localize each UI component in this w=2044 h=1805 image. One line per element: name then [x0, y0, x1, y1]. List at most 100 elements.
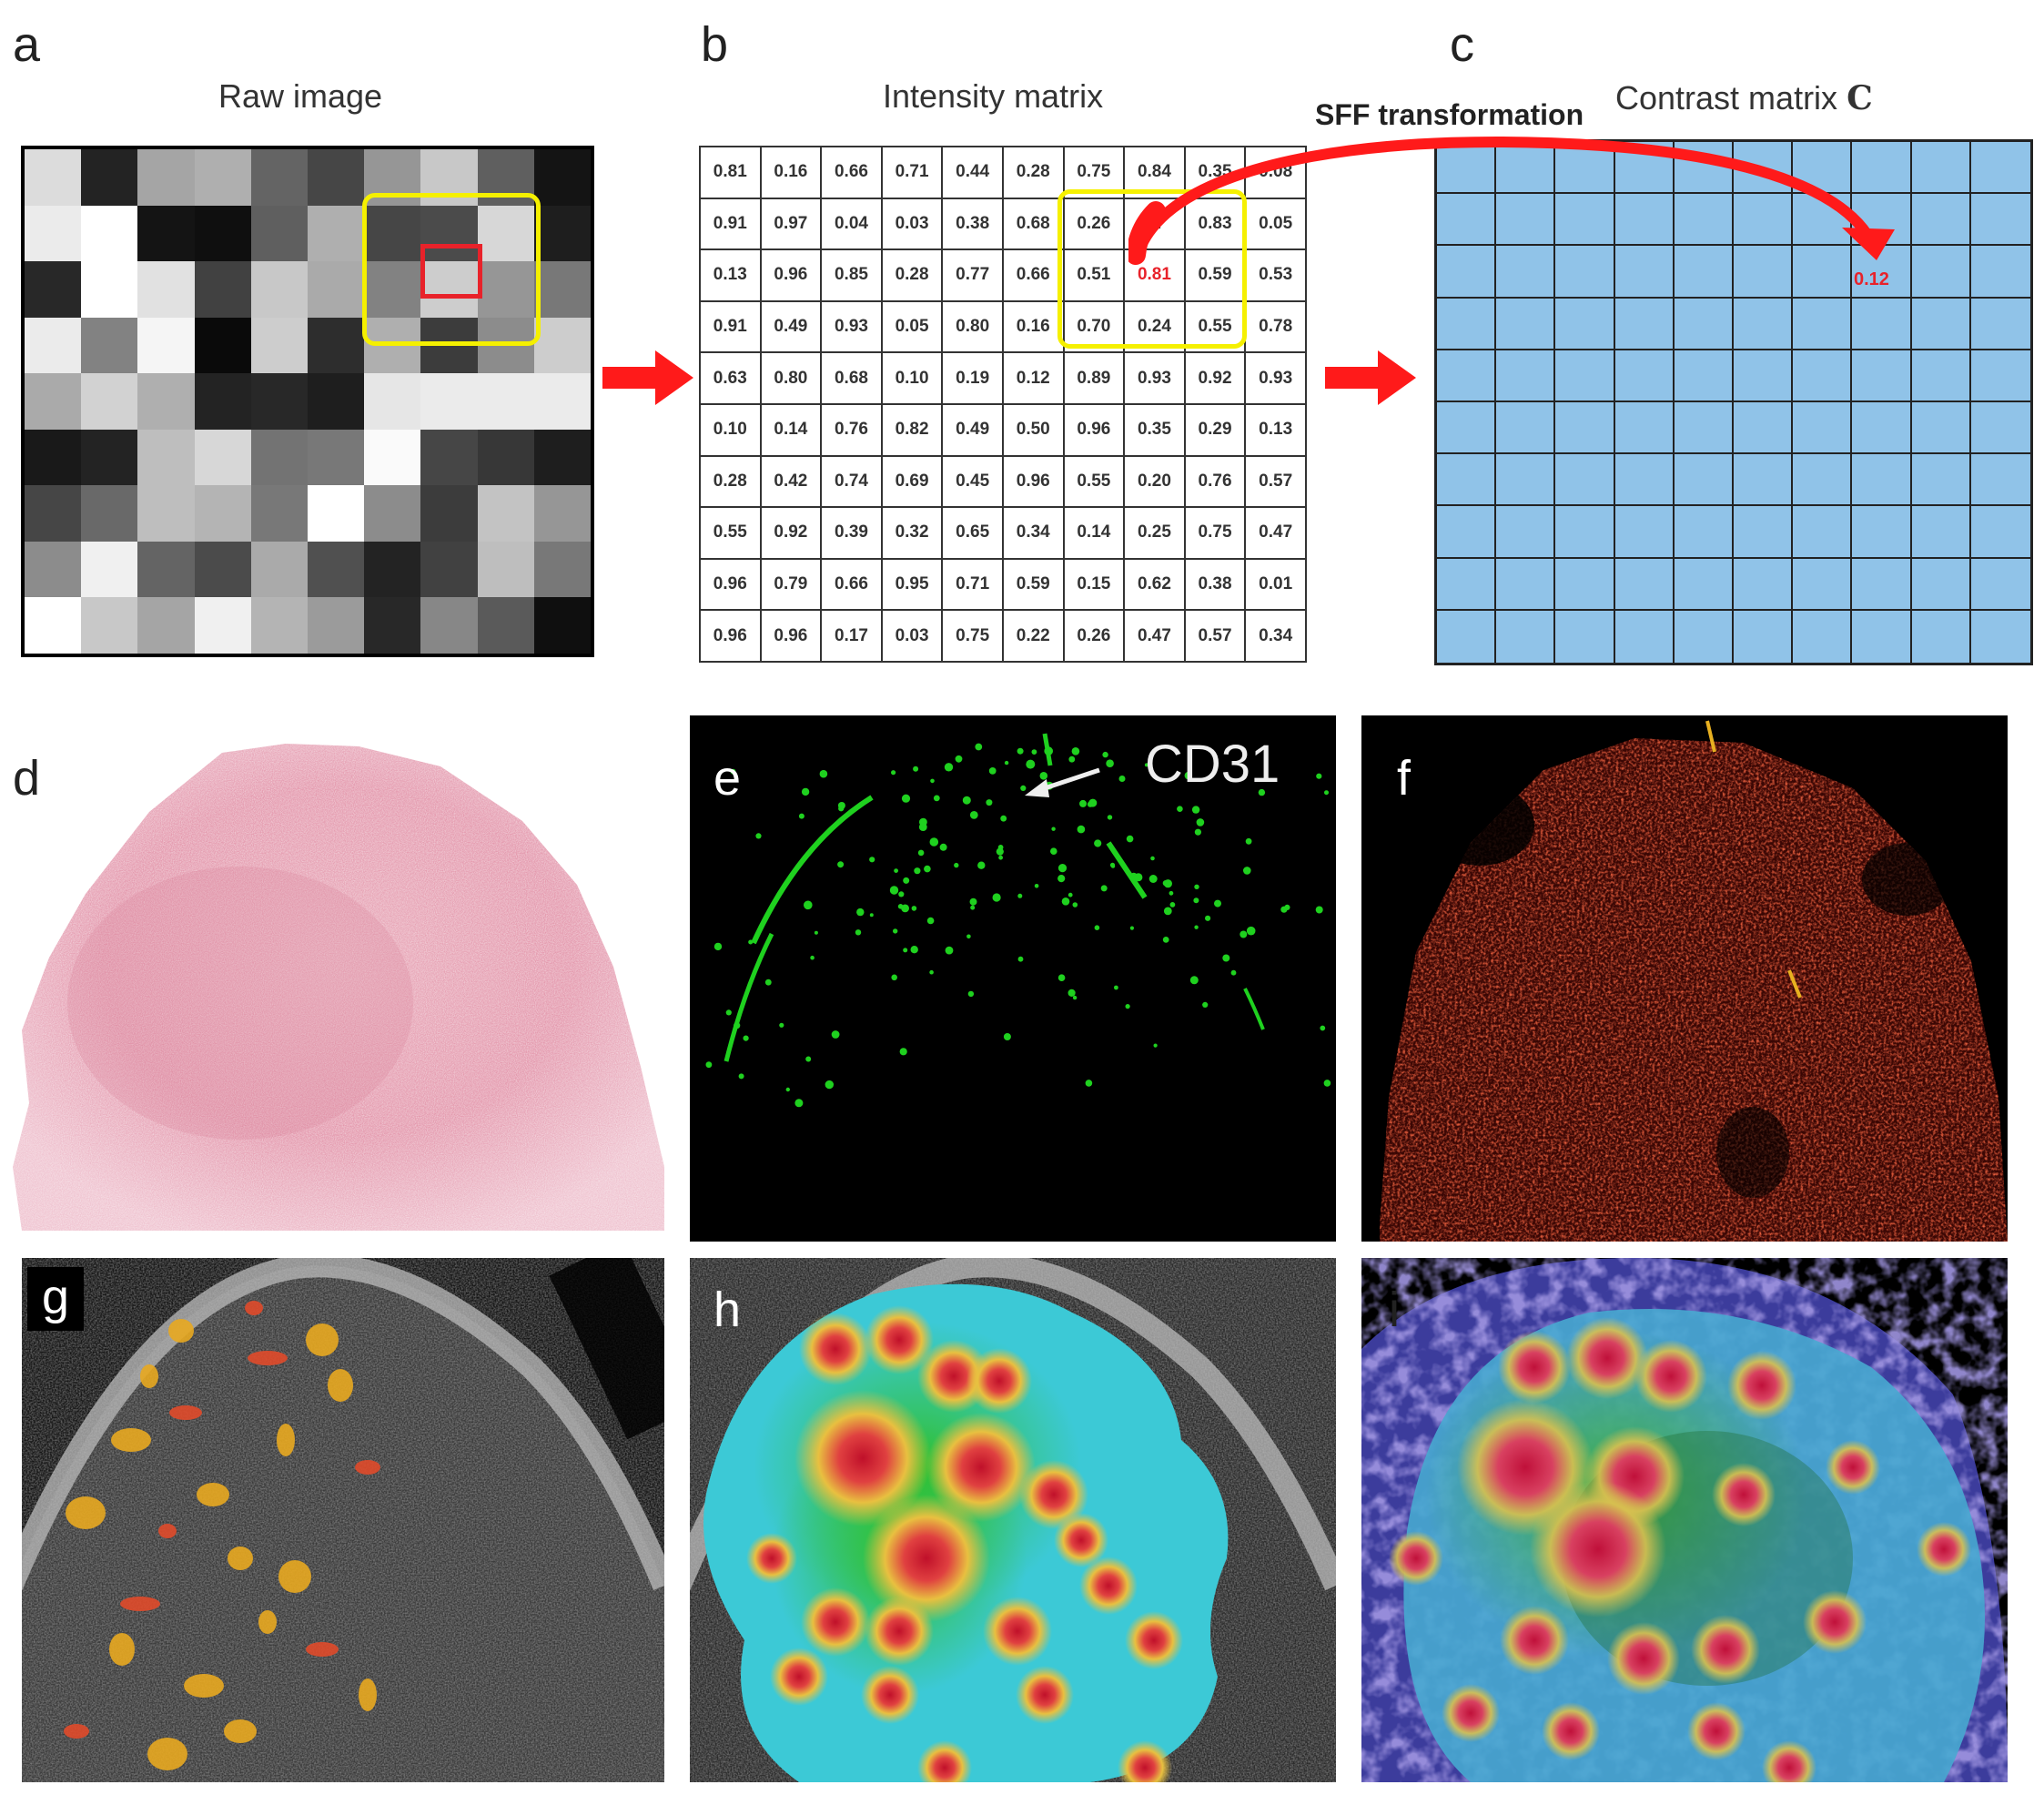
perfusion-spot — [184, 1674, 224, 1698]
cd31-dot — [1202, 1001, 1209, 1008]
raw-pixel — [194, 429, 251, 486]
raw-pixel — [477, 429, 534, 486]
heat-spot — [917, 1740, 972, 1782]
raw-pixel — [81, 317, 138, 374]
heat-spot — [1389, 1531, 1443, 1586]
cd31-dot — [996, 847, 1004, 856]
intensity-cell: 0.13 — [1244, 402, 1307, 457]
raw-pixel — [25, 205, 82, 262]
cd31-dot — [1163, 907, 1172, 916]
intensity-cell: 0.49 — [941, 402, 1004, 457]
intensity-cell: 0.96 — [699, 609, 762, 663]
perfusion-spot — [228, 1546, 253, 1570]
contrast-cell — [1437, 454, 1497, 507]
contrast-cell — [1793, 246, 1853, 299]
cd31-dot — [1087, 801, 1094, 807]
contrast-cell — [1734, 610, 1794, 663]
perfusion-spot — [168, 1319, 194, 1343]
cd31-dot — [734, 1022, 741, 1029]
heat-spot — [1118, 1740, 1172, 1782]
cd31-dot — [894, 868, 898, 873]
intensity-row: 0.81 0.16 0.66 0.71 0.44 0.28 0.75 0.84 0.35 0.08 — [699, 146, 1307, 199]
perfusion-spot — [258, 1610, 277, 1634]
contrast-cell — [1496, 558, 1556, 611]
raw-pixel — [477, 485, 534, 542]
cd31-dot — [926, 917, 935, 925]
raw-pixel — [250, 541, 308, 598]
cd31-dot — [1079, 799, 1087, 807]
intensity-cell: 0.63 — [699, 351, 762, 405]
intensity-cell: 0.74 — [820, 454, 883, 509]
contrast-cell — [1555, 298, 1615, 350]
raw-pixel — [420, 205, 478, 262]
cd31-dot — [810, 955, 815, 960]
cd31-dot — [969, 811, 978, 819]
perfusion-spot — [158, 1524, 177, 1538]
intensity-cell: 0.92 — [759, 506, 823, 560]
cd31-dot — [1057, 875, 1066, 883]
cd31-dot — [901, 794, 911, 803]
contrast-cell — [1911, 194, 1971, 247]
intensity-cell: 0.04 — [820, 197, 883, 251]
intensity-cell: 0.47 — [1244, 506, 1307, 560]
contrast-cell — [1555, 142, 1615, 195]
contrast-cell — [1852, 142, 1912, 195]
intensity-cell: 0.03 — [880, 609, 944, 663]
cd31-dot — [705, 1061, 713, 1069]
intensity-cell: 0.66 — [820, 146, 883, 199]
contrast-cell — [1674, 506, 1734, 559]
cd31-dot — [1214, 899, 1221, 908]
intensity-cell: 0.34 — [1244, 609, 1307, 663]
intensity-cell: 0.38 — [1183, 557, 1247, 612]
raw-pixel — [250, 597, 308, 654]
contrast-cell — [1555, 558, 1615, 611]
heatmap-overlay-h — [690, 1258, 1336, 1782]
cd31-dot — [1144, 763, 1148, 767]
intensity-cell: 0.17 — [820, 609, 883, 663]
contrast-matrix-title: Contrast matrix C — [1615, 82, 1873, 116]
intensity-cell: 0.14 — [1062, 506, 1126, 560]
heat-spot — [1634, 1340, 1707, 1413]
raw-image-grid — [21, 146, 594, 657]
heat-spot — [1019, 1460, 1088, 1529]
contrast-cell — [1437, 402, 1497, 455]
raw-pixel — [250, 317, 308, 374]
contrast-cell — [1437, 506, 1497, 559]
intensity-cell: 0.62 — [1123, 557, 1186, 612]
heat-spot — [1691, 1615, 1760, 1684]
intensity-matrix-table: 0.81 0.16 0.66 0.71 0.44 0.28 0.75 0.84 0.35 0.08… — [699, 146, 1307, 663]
contrast-cell — [1674, 402, 1734, 455]
intensity-cell: 0.96 — [759, 248, 823, 302]
cd31-dot — [1194, 828, 1201, 836]
raw-pixel — [420, 541, 478, 598]
cd31-dot — [933, 795, 940, 802]
cd31-dot — [1316, 773, 1322, 779]
raw-pixel — [25, 429, 82, 486]
heat-spot — [1826, 1440, 1880, 1495]
raw-pixel — [137, 317, 195, 374]
contrast-cell — [1911, 246, 1971, 299]
cd31-dot — [1169, 890, 1174, 896]
raw-window-box — [362, 193, 541, 346]
intensity-cell: 0.28 — [880, 248, 944, 302]
contrast-cell — [1911, 350, 1971, 402]
ultrasound-overlay-g — [22, 1258, 664, 1782]
intensity-cell: 0.96 — [1062, 402, 1126, 457]
cd31-dot — [903, 948, 908, 953]
raw-pixel — [194, 597, 251, 654]
raw-image-title: Raw image — [218, 77, 383, 115]
cd31-dot — [1107, 815, 1113, 820]
contrast-cell — [1733, 194, 1794, 247]
cd31-dot — [837, 861, 845, 868]
intensity-cell: 0.01 — [1244, 557, 1307, 612]
cd31-dot — [1057, 864, 1068, 873]
raw-pixel — [420, 597, 478, 654]
cd31-dot — [785, 1087, 790, 1092]
cd31-dot — [725, 1009, 732, 1016]
intensity-cell: 0.82 — [880, 402, 944, 457]
intensity-row: 0.10 0.14 0.76 0.82 0.49 0.50 0.96 0.35 0.29 0.13 — [699, 402, 1307, 457]
raw-pixel — [308, 317, 365, 374]
heat-spot — [1054, 1513, 1108, 1567]
cd31-dot — [903, 877, 910, 884]
heat-spot — [865, 1597, 934, 1666]
